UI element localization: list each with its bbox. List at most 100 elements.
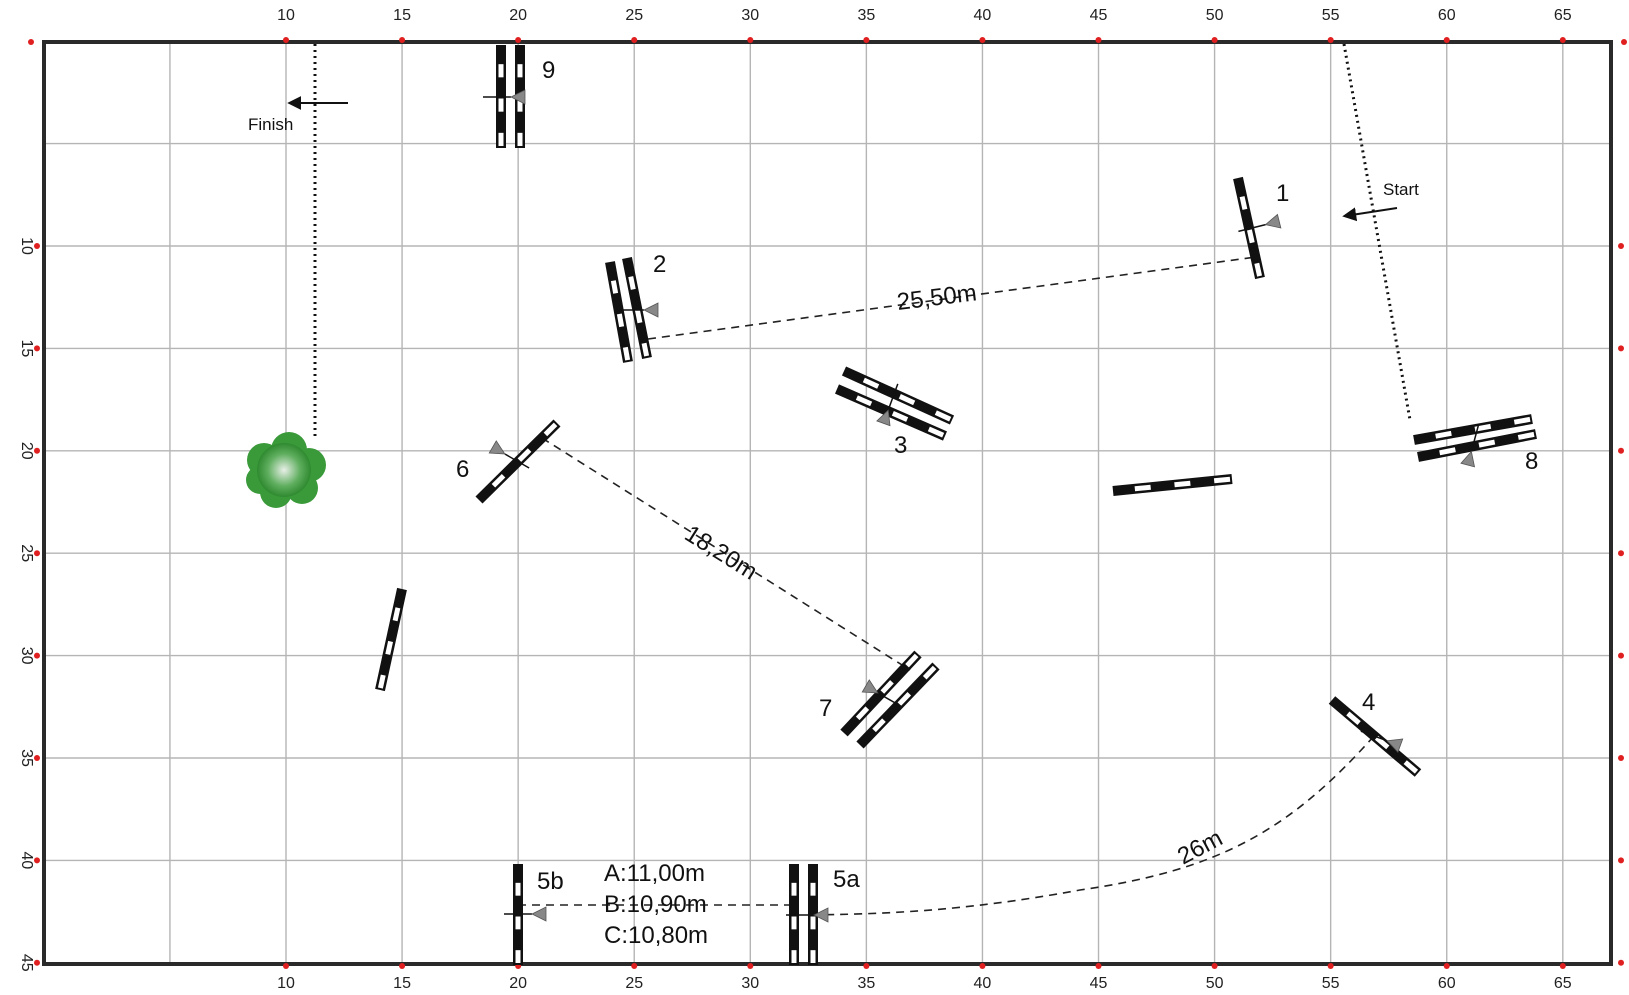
y-tick-label: 15	[18, 340, 35, 358]
direction-arrow-icon	[876, 383, 899, 427]
y-tick-label: 30	[18, 647, 35, 665]
direction-arrow-icon	[488, 440, 530, 469]
grid	[44, 42, 1611, 964]
y-tick-label: 25	[18, 544, 35, 562]
fence-rail	[375, 587, 407, 692]
direction-arrow-icon	[1460, 424, 1480, 468]
tick-dot	[1443, 963, 1450, 969]
combination-distance-c: C:10,80m	[604, 922, 708, 949]
tick-dot	[1618, 345, 1624, 352]
tick-dot	[1618, 959, 1624, 966]
tick-dot	[979, 37, 986, 43]
fence-rail	[856, 662, 940, 749]
obstacle-number-5a: 5a	[833, 866, 860, 893]
tick-dot	[1618, 857, 1624, 864]
distance-label-4-5: 26m	[1173, 825, 1227, 871]
obstacle-number-5b: 5b	[537, 868, 564, 895]
direction-arrow-icon	[504, 906, 547, 922]
arena-frame	[42, 40, 1613, 966]
tick-dot	[34, 857, 40, 864]
tick-dot	[515, 37, 522, 43]
x-tick-label: 10	[277, 975, 295, 992]
x-tick-label: 60	[1438, 975, 1456, 992]
tick-dot	[1095, 963, 1102, 969]
tick-dot	[979, 963, 986, 969]
obstacle-number-6: 6	[456, 456, 469, 483]
obstacle-4	[1328, 696, 1422, 777]
x-tick-label: 15	[393, 7, 411, 24]
obstacle-3	[835, 366, 955, 441]
obstacle-2	[605, 257, 659, 363]
obstacle-7	[840, 650, 940, 749]
tick-dot	[747, 37, 754, 43]
obstacle-6	[475, 419, 561, 504]
tick-dot	[283, 963, 289, 969]
tick-dot	[1618, 652, 1624, 659]
direction-arrow-icon	[861, 679, 903, 708]
obstacle-5b	[504, 864, 547, 965]
obstacle-unnumbered-b	[375, 587, 407, 692]
fence-rail	[622, 257, 652, 359]
x-tick-label: 45	[1090, 975, 1108, 992]
tick-dot	[863, 963, 870, 969]
obstacle-number-2: 2	[653, 251, 666, 278]
tick-dot	[34, 345, 40, 352]
fence-rail	[840, 650, 922, 737]
x-tick-label: 35	[857, 975, 875, 992]
x-tick-label: 65	[1554, 7, 1572, 24]
tick-dot	[399, 963, 406, 969]
obstacle-number-3: 3	[894, 432, 907, 459]
x-tick-label: 15	[393, 975, 411, 992]
obstacle-number-1: 1	[1276, 180, 1289, 207]
tick-dot	[34, 755, 40, 761]
finish-line: Finish	[248, 44, 348, 440]
x-tick-label: 45	[1090, 7, 1108, 24]
tick-dot	[863, 37, 870, 43]
x-tick-label: 25	[625, 7, 643, 24]
tick-dot	[283, 37, 289, 43]
x-tick-label: 40	[974, 7, 992, 24]
obstacle-number-7: 7	[819, 695, 832, 722]
tick-dot	[1211, 37, 1218, 43]
x-tick-label: 35	[857, 7, 875, 24]
distance-lines	[518, 256, 1375, 916]
direction-arrow-icon	[1360, 730, 1404, 753]
y-tick-label: 35	[18, 749, 35, 767]
start-label: Start	[1383, 180, 1419, 199]
combination-distance-a: A:11,00m	[604, 860, 705, 887]
distance-label-1-2: 25,50m	[895, 279, 978, 316]
fence-rail	[1417, 429, 1537, 462]
tick-dot	[1211, 963, 1218, 969]
tick-dot	[747, 963, 754, 969]
tree-icon	[246, 432, 326, 508]
x-tick-label: 20	[509, 975, 527, 992]
finish-label: Finish	[248, 115, 293, 134]
tick-dot	[28, 39, 34, 45]
tick-dot	[34, 447, 40, 454]
fence-rail	[841, 366, 955, 425]
obstacle-number-4: 4	[1362, 689, 1375, 716]
y-tick-label: 45	[18, 954, 35, 972]
x-tick-label: 30	[741, 975, 759, 992]
tick-dot	[1618, 447, 1624, 454]
tick-dot	[1327, 963, 1334, 969]
tick-dot	[34, 652, 40, 659]
x-tick-label: 30	[741, 7, 759, 24]
tick-dot	[1559, 963, 1566, 969]
obstacle-5a	[786, 864, 829, 965]
fence-rail	[835, 384, 947, 441]
obstacles	[375, 45, 1537, 965]
y-tick-label: 40	[18, 852, 35, 870]
x-tick-label: 50	[1206, 975, 1224, 992]
tick-dot	[34, 959, 40, 966]
obstacle-number-8: 8	[1525, 448, 1538, 475]
fence-rail	[1413, 414, 1533, 445]
y-tick-label: 20	[18, 442, 35, 460]
obstacle-8	[1413, 414, 1537, 468]
axis-ticks: 10 10 15 15 20 20 25 25 30 30 35 35 40 40 45 45 50 50 55 55…	[18, 7, 1627, 992]
fence-rail	[605, 261, 633, 363]
x-tick-label: 20	[509, 7, 527, 24]
x-tick-label: 10	[277, 7, 295, 24]
start-line: Start	[1342, 43, 1419, 421]
x-tick-label: 55	[1322, 7, 1340, 24]
